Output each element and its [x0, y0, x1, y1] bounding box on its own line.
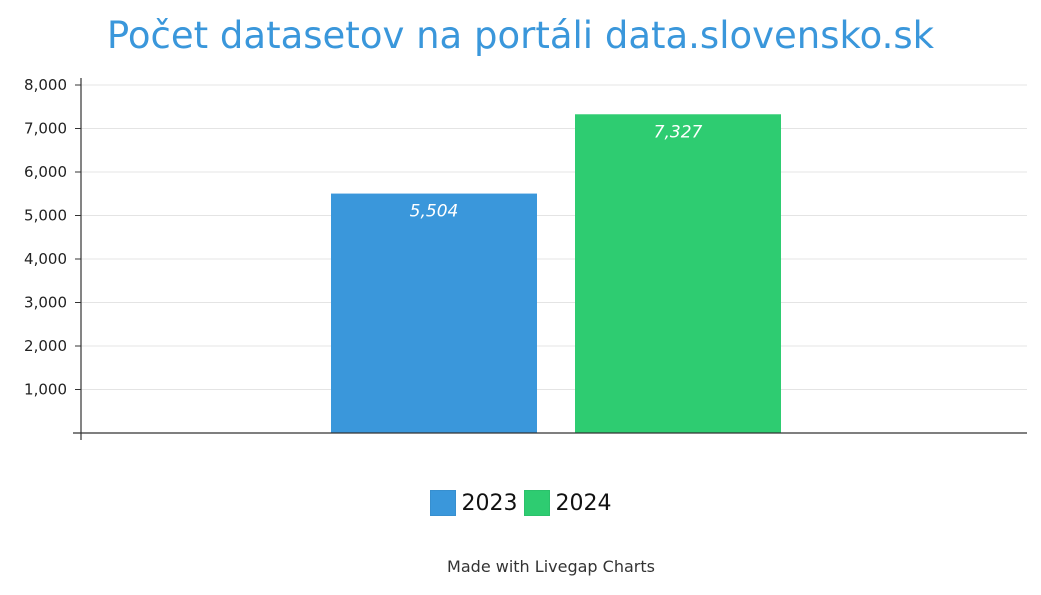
- legend-swatch: [523, 490, 550, 516]
- legend-label: 2024: [555, 490, 612, 516]
- y-tick-label: 6,000: [24, 163, 67, 181]
- legend: 2023 2024: [0, 490, 1041, 516]
- legend-item-2023[interactable]: 2023: [429, 490, 518, 516]
- y-tick-label: 7,000: [24, 120, 67, 138]
- legend-label: 2023: [461, 490, 518, 516]
- y-tick-label: 2,000: [24, 337, 67, 355]
- data-labels: 5,504 7,327: [410, 122, 703, 221]
- y-axis-ticks: 1,000 2,000 3,000 4,000 5,000 6,000 7,000 8,000: [24, 76, 81, 399]
- data-label-2024: 7,327: [654, 122, 703, 142]
- y-tick-label: 5,000: [24, 207, 67, 225]
- bar-2024: [575, 114, 781, 433]
- legend-item-2024[interactable]: 2024: [523, 490, 612, 516]
- y-tick-label: 3,000: [24, 294, 67, 312]
- chart-title: Počet datasetov na portáli data.slovensk…: [106, 14, 935, 57]
- gridlines: [81, 84, 1027, 390]
- y-tick-label: 4,000: [24, 250, 67, 268]
- legend-swatch: [429, 490, 456, 516]
- bar-2023: [331, 193, 537, 433]
- y-tick-label: 8,000: [24, 76, 67, 94]
- data-label-2023: 5,504: [410, 202, 459, 222]
- y-tick-label: 1,000: [24, 381, 67, 399]
- bars: [331, 114, 781, 433]
- credit-text: Made with Livegap Charts: [447, 557, 655, 576]
